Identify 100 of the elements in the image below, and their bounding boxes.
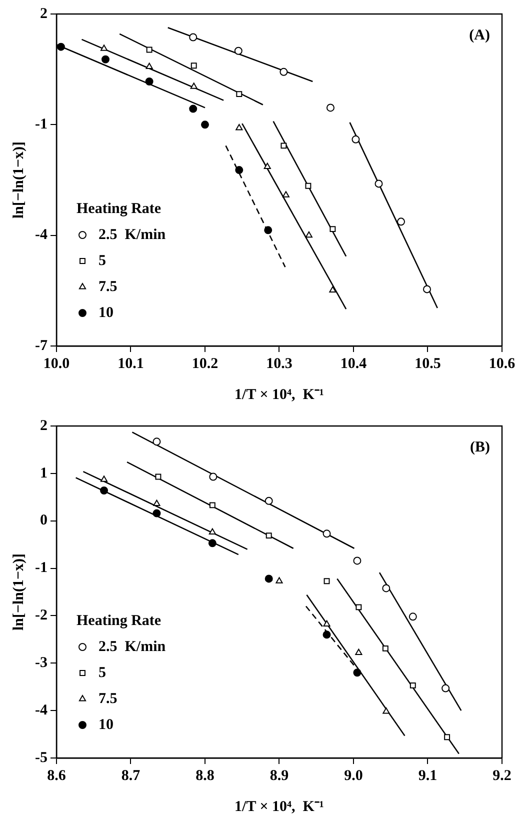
point	[146, 46, 152, 53]
annotation: (B)	[470, 439, 490, 456]
point	[190, 62, 197, 69]
point	[56, 42, 65, 51]
legend-label: 10	[98, 716, 114, 733]
y-axis-title: ln[−ln(1−x)]	[10, 553, 27, 631]
point	[209, 472, 218, 481]
legend-label: 5	[98, 664, 106, 681]
y-tick-label: -1	[34, 116, 48, 133]
point	[353, 668, 362, 677]
point	[408, 612, 417, 621]
x-axis-title: 1/T × 10⁴, K⁻¹	[234, 386, 324, 403]
point	[209, 502, 216, 508]
y-tick-label: 2	[40, 6, 48, 22]
point	[322, 530, 331, 538]
point	[353, 556, 362, 565]
x-tick-label: 9.2	[492, 768, 512, 784]
point	[323, 620, 330, 626]
point	[305, 231, 312, 238]
x-tick-label: 8.7	[121, 768, 141, 784]
point	[382, 584, 390, 592]
point	[190, 82, 198, 89]
point	[208, 528, 216, 534]
legend-label: 2.5 K/min	[98, 226, 166, 243]
x-tick-label: 10.2	[192, 356, 218, 372]
point	[264, 162, 271, 169]
point	[155, 474, 162, 480]
x-tick-label: 9.1	[418, 768, 438, 784]
point	[276, 577, 283, 584]
point	[266, 532, 272, 539]
point	[423, 285, 432, 294]
point	[305, 182, 312, 189]
point	[329, 286, 336, 293]
point	[102, 55, 110, 64]
y-tick-label: 1	[40, 465, 48, 482]
point	[442, 684, 450, 692]
x-tick-label: 10.3	[266, 356, 292, 372]
point	[282, 191, 290, 198]
y-tick-label: 0	[40, 512, 48, 529]
point	[280, 142, 287, 149]
point	[236, 124, 243, 130]
point	[444, 734, 450, 740]
x-tick-label: 8.8	[196, 768, 214, 784]
x-tick-label: 10.4	[340, 356, 368, 372]
point	[200, 120, 209, 129]
x-axis-title: 1/T × 10⁴, K⁻¹	[234, 798, 324, 815]
x-tick-label: 8.9	[270, 768, 289, 784]
point	[100, 486, 108, 495]
y-tick-label: -5	[34, 750, 48, 766]
annotation: (A)	[469, 27, 490, 44]
point	[397, 218, 406, 226]
point	[152, 438, 161, 446]
point	[152, 509, 161, 518]
legend-title: Heating Rate	[76, 612, 162, 629]
y-tick-label: -2	[34, 608, 48, 624]
point	[208, 539, 216, 548]
point	[352, 135, 360, 144]
point	[153, 500, 160, 506]
point	[146, 62, 153, 69]
legend-label: 2.5 K/min	[98, 638, 166, 655]
point	[322, 630, 331, 639]
point	[189, 104, 198, 113]
x-tick-label: 10.5	[414, 356, 441, 372]
point	[330, 226, 336, 232]
y-tick-label: -3	[34, 655, 48, 672]
x-tick-label: 8.6	[47, 768, 66, 784]
point	[326, 104, 334, 112]
y-tick-label: -4	[34, 702, 48, 718]
point	[189, 33, 198, 42]
point	[382, 645, 388, 652]
x-tick-label: 10.0	[43, 356, 70, 372]
y-axis-title: ln[−ln(1−x)]	[10, 141, 27, 219]
point	[374, 180, 383, 188]
y-tick-label: 2	[40, 418, 48, 434]
x-tick-label: 9.0	[344, 768, 363, 784]
legend-label: 5	[98, 252, 106, 269]
legend-title: Heating Rate	[76, 200, 162, 217]
x-tick-label: 10.6	[488, 356, 516, 372]
point	[234, 46, 242, 55]
point	[382, 708, 390, 714]
point	[100, 476, 108, 482]
x-tick-label: 10.1	[118, 356, 144, 372]
point	[280, 68, 288, 76]
legend-label: 7.5	[98, 278, 118, 295]
point	[145, 78, 154, 86]
point	[264, 496, 273, 505]
point	[264, 574, 273, 583]
point	[410, 682, 416, 688]
point	[236, 91, 242, 98]
y-tick-label: -4	[34, 227, 48, 244]
legend-label: 10	[98, 304, 114, 321]
point	[356, 604, 362, 610]
legend-label: 7.5	[98, 690, 118, 707]
point	[264, 226, 272, 234]
y-tick-label: -1	[34, 560, 48, 576]
point	[100, 44, 108, 51]
point	[324, 578, 330, 584]
y-tick-label: -7	[34, 338, 48, 354]
point	[235, 166, 244, 174]
point	[355, 648, 362, 655]
